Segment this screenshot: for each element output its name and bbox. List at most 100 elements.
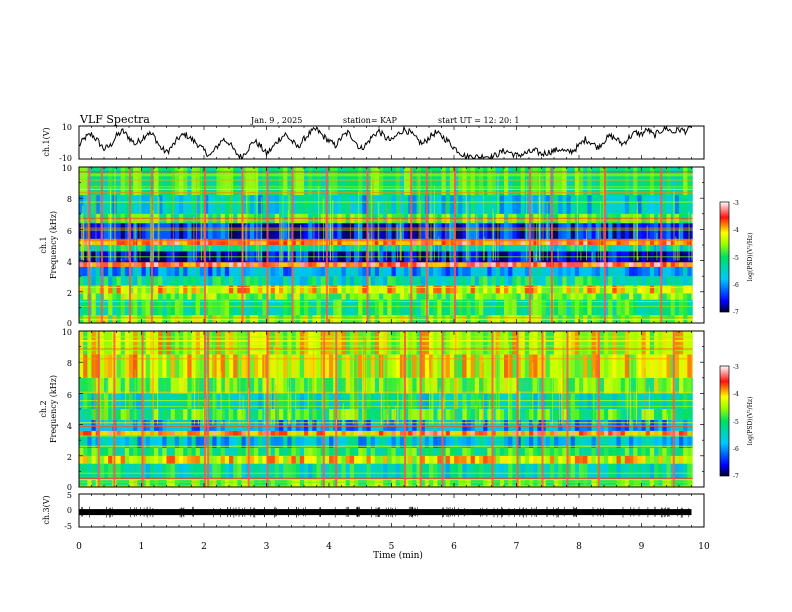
ch1-spec-cell (199, 285, 205, 294)
ch2-spec-cell (224, 435, 230, 448)
ch2-spec-cell (441, 448, 446, 456)
ch2-spec-cell (141, 354, 146, 378)
ch2-spec-cell (562, 377, 567, 394)
ch2-spec-cell (149, 354, 155, 378)
ch2-spec-cell (274, 435, 280, 448)
ch1-spec-cell (195, 223, 201, 239)
ch2-spec-burst (441, 331, 444, 487)
ch2-spec-cell (337, 377, 342, 394)
ch2-spec-cell (158, 354, 163, 378)
ch2-spec-cell (99, 455, 105, 464)
ch1-spec-cell (483, 262, 488, 267)
ch1-spec-sferic (134, 221, 136, 261)
ch2-spec-cell (645, 331, 651, 355)
ch1-spec-cell (599, 293, 605, 300)
ch2-spec-cell (274, 455, 280, 464)
ch2-spec-cell (574, 448, 580, 456)
ch2-spec-cell (458, 409, 463, 420)
ch2-spec-cell (258, 448, 263, 456)
ch2-spec-cell (237, 463, 242, 480)
ch1-spec-cell (154, 238, 159, 245)
ch2-spec-cell (283, 331, 288, 355)
ch2-spec-cell (445, 377, 451, 394)
ch2-spec-cell (104, 455, 109, 464)
ch2-spec-cell (337, 479, 342, 487)
ch2-spec-cell (362, 331, 367, 355)
ch1-spec-cell (499, 223, 505, 239)
ch2-spec-cell (591, 430, 596, 436)
ch1-spec-cell (195, 276, 201, 286)
ch2-spec-cell (529, 419, 534, 431)
ch1-spec-cell (395, 276, 401, 286)
ch1-spec-cell (254, 299, 259, 316)
ch2-spec-cell (295, 393, 301, 409)
ch2-spec-cell (324, 377, 330, 394)
ch1-spec-cell (487, 293, 492, 300)
ch2-spec-cell (304, 463, 309, 480)
ch1-spec-cell (416, 276, 421, 286)
ch2-spec-cell (524, 393, 530, 409)
ch2-spec-cell (154, 393, 159, 409)
ch2-spec-cell (374, 377, 380, 394)
ch1-spec-cell (249, 285, 255, 294)
ch1-spec-cell (174, 285, 180, 294)
ch2-spec-sferic (550, 422, 552, 425)
ch2-spec-cell (170, 331, 176, 355)
ch2-spec-cell (399, 354, 405, 378)
ch2-spec-cell (129, 455, 134, 464)
ch1-spec-cell (612, 266, 617, 277)
ch2-spec-cell (295, 448, 301, 456)
ch2-spec-sferic (264, 342, 266, 425)
ch1-spec-cell (441, 293, 446, 300)
ch2-spec-cell (666, 430, 671, 436)
ch1-spec-cell (191, 195, 196, 214)
ch1-spec-cell (412, 195, 417, 214)
ch1-spec-cell (662, 195, 667, 214)
ch1-spec-sferic (430, 245, 432, 261)
ch2-spec-cell (574, 479, 580, 487)
ch1-spec-cell (224, 285, 230, 294)
ch1-colorbar: -3 -4 -5 -6 -7 log(PSD)(V²/Hz) (719, 200, 754, 316)
ch1-spec-cell (129, 276, 134, 286)
ch1-spec-cell (583, 299, 588, 316)
ch1-spec-cell (366, 276, 371, 286)
ch2-spec-cell (154, 448, 159, 456)
ch2-spec-cell (179, 463, 184, 480)
ch2-spec-cell (379, 479, 384, 487)
ch1-spec-cell (420, 266, 426, 277)
ch2-spec-cell (295, 435, 301, 448)
ch2-spec-cell (216, 331, 221, 355)
ch1-spec-cell (591, 238, 596, 245)
ch2-spec-cell (462, 435, 467, 448)
ch2-spec-cell (629, 455, 634, 464)
ch2-spec-cell (549, 448, 555, 456)
ch2-spec-cell (162, 463, 167, 480)
ch2-spec-cell (424, 463, 430, 480)
ch1-spec-cell (179, 245, 184, 252)
ch1-spec-cell (516, 293, 521, 300)
ch1-spec-sferic (397, 224, 399, 261)
ch1-spec-cell (499, 266, 505, 277)
ch1-spec-cell (612, 245, 617, 252)
ch1-spec-cell (295, 238, 301, 245)
ch2-spec-cell (674, 377, 680, 394)
ch2-spec-cell (120, 435, 126, 448)
ch2-spec-cell (649, 448, 655, 456)
ch2-spec-cell (466, 393, 471, 409)
ch1-spec-cell (679, 285, 684, 294)
ch1-spec-cell (416, 299, 421, 316)
ch1-spec-cell (354, 195, 359, 214)
ch1-spec-cell (199, 167, 205, 196)
ch1-spec-cell (191, 299, 196, 316)
ch2-spec-cell (391, 435, 396, 448)
ch3-wave-ylabel: ch.3(V) (42, 495, 51, 524)
ch1-spec-cell (495, 299, 501, 316)
ch2-spec-cell (654, 377, 659, 394)
ch1-spec-cell (679, 293, 684, 300)
ch1-spec-cell (670, 299, 676, 316)
ch2-spec-cell (470, 354, 476, 378)
ch2-spec-cell (108, 479, 113, 487)
xtick-7: 7 (514, 542, 520, 552)
ch1-spec-cell (558, 293, 563, 300)
ch1-spec-narrowband (79, 220, 704, 222)
